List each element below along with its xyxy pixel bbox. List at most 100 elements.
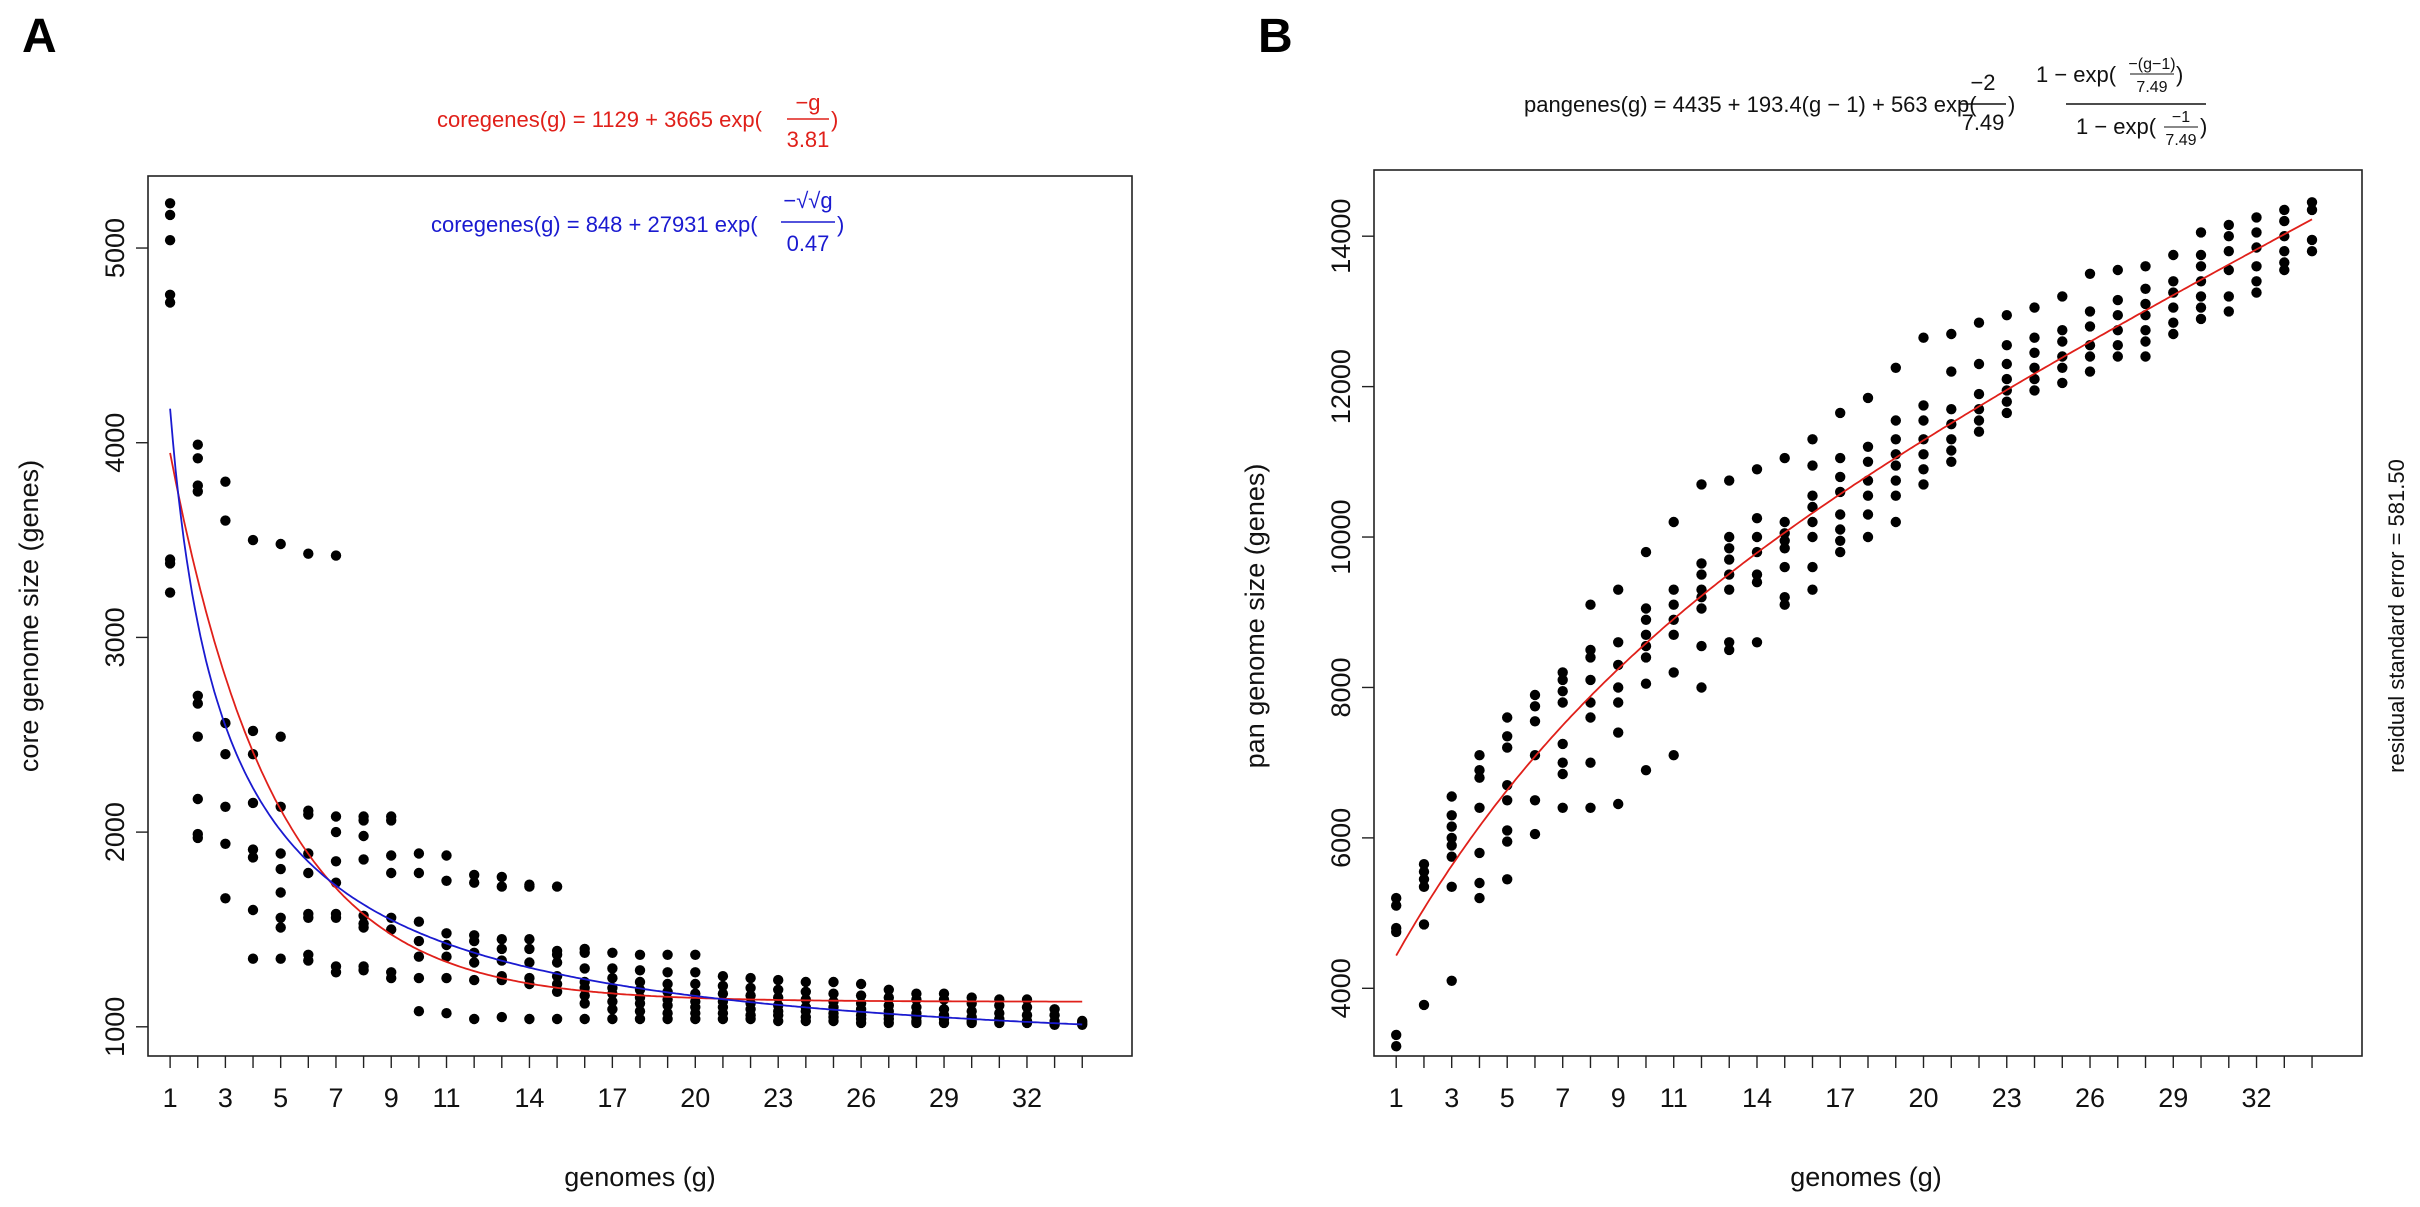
x-tick-label: 23 bbox=[1992, 1083, 2022, 1113]
data-point bbox=[1835, 509, 1846, 520]
data-point bbox=[1640, 678, 1652, 689]
data-point bbox=[330, 550, 342, 561]
data-point bbox=[275, 538, 286, 550]
formula-b-frac2-den-inner-num: −1 bbox=[2172, 109, 2190, 126]
data-point bbox=[1446, 810, 1457, 821]
data-point bbox=[2223, 291, 2234, 302]
data-point bbox=[413, 848, 425, 859]
panel-a-x-ticks: 1 3 5 7 9 11 14 17 20 23 26 29 32 bbox=[163, 1056, 1083, 1113]
data-point bbox=[1696, 682, 1707, 693]
data-point bbox=[690, 1013, 701, 1025]
data-point bbox=[1946, 445, 1957, 456]
data-point bbox=[2140, 351, 2151, 362]
data-point bbox=[1668, 584, 1679, 595]
data-point bbox=[1724, 637, 1735, 648]
data-point bbox=[2223, 306, 2234, 317]
data-point bbox=[303, 867, 314, 879]
data-point bbox=[828, 976, 839, 988]
y-tick-label: 1000 bbox=[100, 997, 130, 1057]
data-point bbox=[1585, 674, 1596, 686]
data-point bbox=[496, 943, 507, 955]
x-tick-label: 17 bbox=[597, 1083, 627, 1113]
data-point bbox=[662, 967, 673, 978]
data-point bbox=[2279, 257, 2290, 268]
panel-b-x-label: genomes (g) bbox=[1790, 1162, 1942, 1192]
data-point bbox=[413, 1006, 425, 1017]
data-point bbox=[2029, 302, 2040, 313]
data-point bbox=[247, 953, 259, 964]
data-point bbox=[1724, 584, 1735, 595]
data-point bbox=[1835, 486, 1846, 498]
data-point bbox=[2029, 362, 2040, 373]
data-point bbox=[1446, 881, 1457, 892]
data-point bbox=[2306, 197, 2318, 208]
formula-b-lhs: pangenes(g) = 4435 + 193.4(g − 1) + 563 … bbox=[1524, 92, 1977, 117]
fit-curve-exponential bbox=[169, 452, 1083, 1003]
data-point bbox=[1640, 546, 1652, 558]
y-tick-label: 4000 bbox=[100, 413, 130, 473]
data-point bbox=[1613, 682, 1624, 693]
data-point bbox=[1973, 426, 1985, 437]
data-point bbox=[1973, 404, 1985, 415]
data-point bbox=[2112, 294, 2123, 306]
x-tick-label: 20 bbox=[1908, 1083, 1938, 1113]
formula-a1-denominator: 3.81 bbox=[787, 127, 830, 152]
data-point bbox=[247, 904, 259, 916]
data-point bbox=[496, 1011, 507, 1023]
data-point bbox=[1890, 362, 1902, 373]
data-point bbox=[911, 1017, 922, 1029]
data-point bbox=[1557, 738, 1568, 750]
data-point bbox=[1835, 524, 1846, 535]
data-point bbox=[1807, 501, 1818, 513]
x-tick-label: 29 bbox=[929, 1083, 959, 1113]
data-point bbox=[1835, 535, 1846, 546]
data-point bbox=[1529, 689, 1541, 701]
data-point bbox=[220, 801, 231, 812]
data-point bbox=[1557, 768, 1568, 780]
data-point bbox=[2223, 231, 2234, 242]
data-point bbox=[330, 811, 342, 822]
data-point bbox=[1585, 757, 1596, 768]
data-point bbox=[2140, 336, 2151, 347]
x-tick-label: 20 bbox=[680, 1083, 710, 1113]
data-point bbox=[938, 1017, 950, 1029]
data-point bbox=[164, 297, 176, 308]
data-point bbox=[358, 815, 369, 826]
data-point bbox=[192, 832, 203, 844]
data-point bbox=[634, 976, 646, 988]
formula-a2-lhs: coregenes(g) = 848 + 27931 exp( bbox=[431, 212, 758, 237]
data-point bbox=[607, 963, 618, 974]
data-point bbox=[1807, 516, 1818, 528]
data-point bbox=[2168, 276, 2179, 287]
data-point bbox=[1724, 531, 1735, 543]
data-point bbox=[247, 852, 259, 863]
data-point bbox=[2084, 366, 2096, 377]
data-point bbox=[1890, 516, 1902, 528]
panel-a: A 1 3 5 7 9 11 14 17 20 23 26 29 32 1000 2000 3000 4000… bbox=[14, 10, 1133, 1192]
data-point bbox=[1446, 840, 1457, 851]
data-point bbox=[2223, 246, 2234, 257]
data-point bbox=[1890, 460, 1902, 471]
data-point bbox=[2112, 310, 2123, 321]
data-point bbox=[1918, 415, 1929, 426]
data-point bbox=[662, 949, 673, 960]
data-point bbox=[2140, 298, 2151, 310]
fit-curve-pangenes bbox=[1395, 218, 2313, 957]
data-point bbox=[2001, 396, 2013, 407]
data-point bbox=[745, 1013, 756, 1025]
data-point bbox=[1668, 750, 1679, 761]
data-point bbox=[275, 953, 286, 964]
data-point bbox=[1946, 456, 1957, 467]
panel-a-formula-sqrt: coregenes(g) = 848 + 27931 exp( −√√g 0.4… bbox=[431, 188, 844, 256]
data-point bbox=[2279, 215, 2290, 227]
data-point bbox=[496, 871, 507, 883]
data-point bbox=[883, 1017, 894, 1029]
panel-a-formula-exponential: coregenes(g) = 1129 + 3665 exp( −g 3.81 … bbox=[437, 90, 838, 152]
panel-b-label: B bbox=[1258, 10, 1293, 63]
formula-b-denominator: 7.49 bbox=[1962, 110, 2005, 135]
x-tick-label: 1 bbox=[1389, 1083, 1404, 1113]
data-point bbox=[1613, 637, 1624, 648]
data-point bbox=[2168, 328, 2179, 340]
formula-b-frac2-num-b: ) bbox=[2176, 62, 2183, 87]
data-point bbox=[1502, 712, 1513, 723]
